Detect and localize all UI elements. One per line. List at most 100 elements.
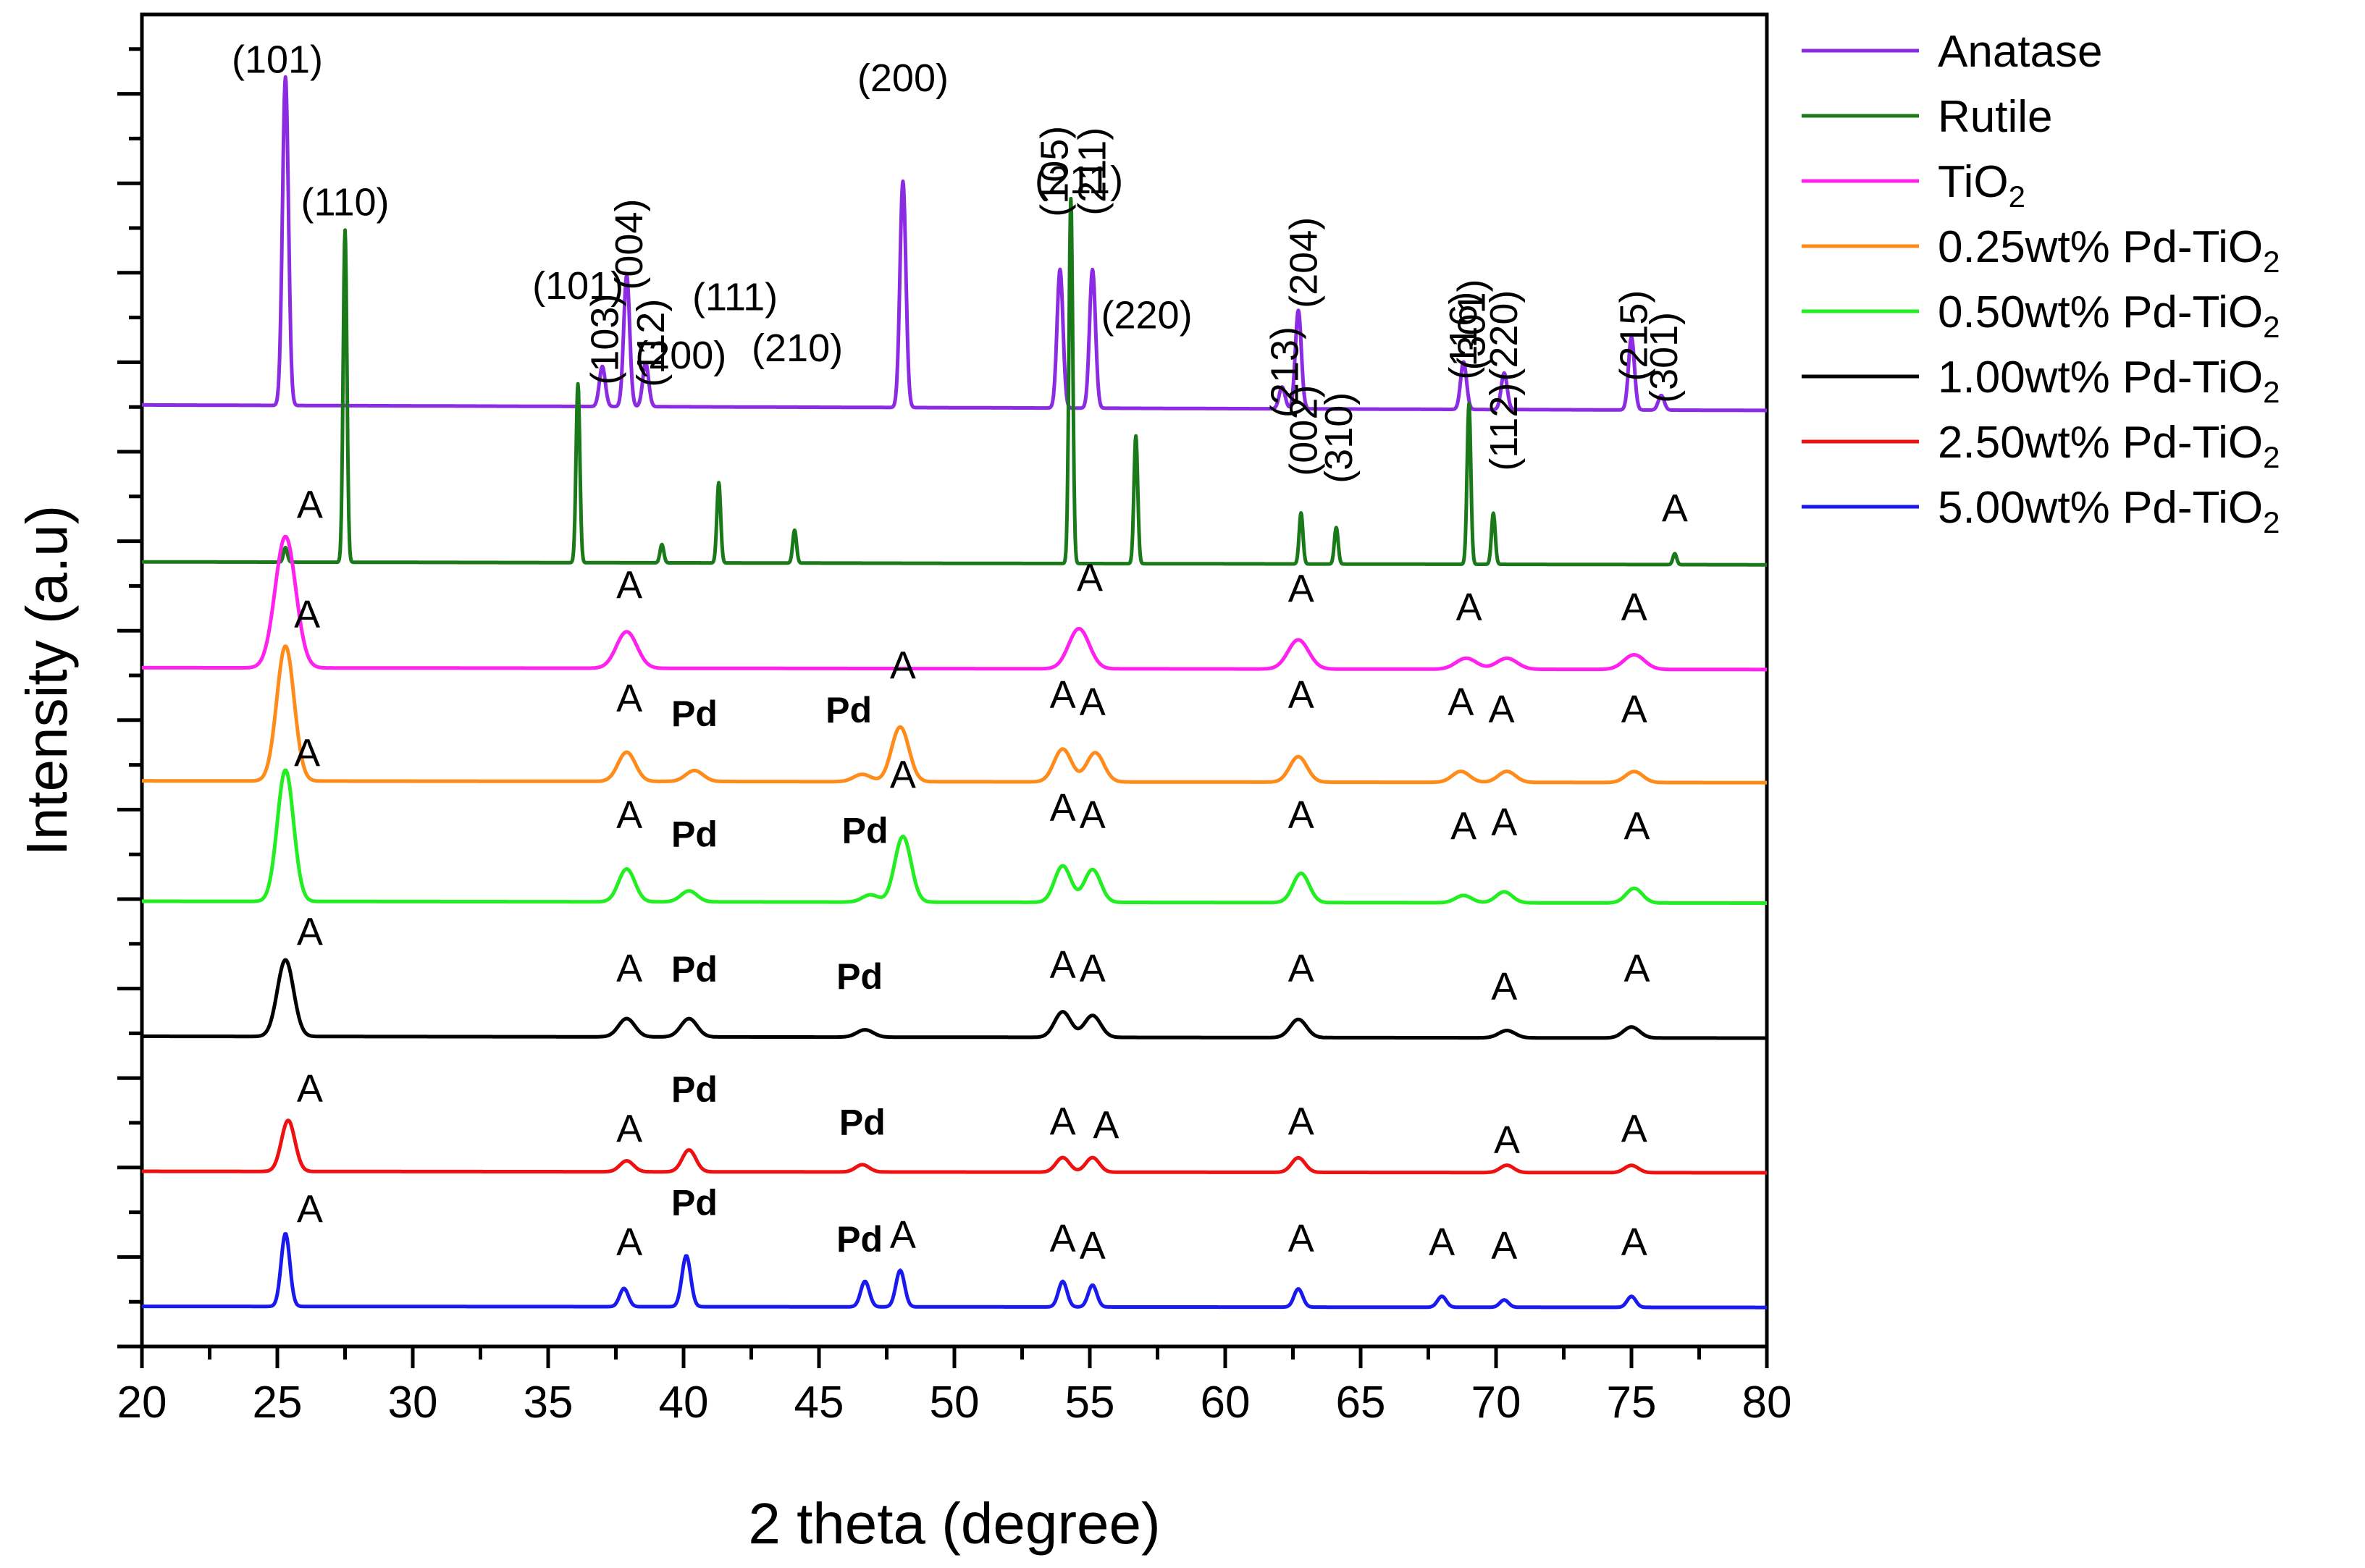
- peak-label: (103): [584, 294, 627, 385]
- x-tick-label: 25: [253, 1378, 303, 1428]
- peak-label: (101): [532, 264, 623, 308]
- series-line: [141, 768, 1768, 905]
- peak-label: A: [1491, 1224, 1517, 1268]
- legend-label: 1.00wt% Pd-TiO2: [1938, 353, 2280, 409]
- peak-label: (301): [1450, 279, 1493, 370]
- peak-label: (220): [1482, 290, 1526, 382]
- legend-label-subscript: 2: [2263, 505, 2280, 539]
- peak-label: A: [1050, 786, 1076, 830]
- peak-label: A: [1621, 586, 1647, 629]
- peak-label: A: [1448, 680, 1474, 724]
- series-line: [141, 958, 1768, 1040]
- peak-label: (215): [1613, 290, 1656, 382]
- peak-label: A: [1050, 1217, 1076, 1260]
- peak-label: A: [1621, 1108, 1647, 1151]
- y-axis-title: Intensity (a.u): [14, 505, 79, 856]
- peak-label: A: [616, 677, 642, 720]
- peak-label: A: [616, 947, 642, 990]
- pd-peak-label: Pd: [839, 1103, 886, 1143]
- x-tick-label: 35: [524, 1378, 574, 1428]
- legend-label-subscript: 2: [2009, 180, 2025, 214]
- series-line: [140, 196, 1768, 567]
- peak-label: (105): [1033, 126, 1076, 217]
- legend-label-subscript: 2: [2263, 310, 2280, 344]
- series-lines: [140, 75, 1768, 1310]
- x-tick-label: 30: [388, 1378, 438, 1428]
- peak-label: (211): [1071, 127, 1114, 216]
- peak-label: (210): [752, 326, 843, 370]
- series-line: [141, 1232, 1768, 1310]
- legend-label-text: 1.00wt% Pd-TiO: [1938, 353, 2263, 402]
- peak-label: A: [1288, 1217, 1314, 1260]
- peak-label: (200): [857, 56, 949, 100]
- peak-label: A: [1080, 793, 1106, 837]
- peak-label: A: [1050, 1100, 1076, 1144]
- x-tick-label: 70: [1471, 1378, 1521, 1428]
- legend-label-subscript: 2: [2263, 375, 2280, 409]
- peak-label: A: [616, 793, 642, 837]
- peak-label: A: [1050, 943, 1076, 987]
- peak-label: A: [1456, 586, 1482, 629]
- peak-label: A: [1288, 673, 1314, 717]
- legend-label-subscript: 2: [2263, 245, 2280, 279]
- pd-peak-label: Pd: [671, 814, 718, 854]
- peak-label: (004): [608, 199, 651, 290]
- peak-label: A: [294, 593, 320, 636]
- legend-label: TiO2: [1938, 157, 2025, 214]
- pd-peak-label: Pd: [842, 810, 889, 851]
- peak-label: A: [1488, 688, 1514, 731]
- peak-label: A: [1288, 947, 1314, 990]
- legend-label-text: TiO: [1938, 157, 2009, 207]
- legend-label-text: 0.50wt% Pd-TiO: [1938, 287, 2263, 337]
- legend-label-text: Anatase: [1938, 27, 2103, 77]
- pd-peak-label: Pd: [671, 1069, 718, 1110]
- peak-label: A: [1491, 965, 1517, 1008]
- x-tick-label: 45: [794, 1378, 844, 1428]
- legend-label-text: 0.25wt% Pd-TiO: [1938, 222, 2263, 272]
- peak-label: (200): [635, 334, 726, 377]
- peak-label: A: [616, 1221, 642, 1264]
- peak-label: A: [1050, 673, 1076, 717]
- pd-peak-label: Pd: [671, 694, 718, 734]
- peak-label: A: [297, 910, 323, 953]
- series-line: [140, 75, 1768, 413]
- peak-label: A: [616, 1108, 642, 1151]
- peak-label: (301): [1642, 312, 1686, 403]
- legend-label: Rutile: [1938, 92, 2053, 142]
- legend-label-text: 5.00wt% Pd-TiO: [1938, 483, 2263, 533]
- peak-label: A: [1288, 793, 1314, 837]
- peak-label: A: [1491, 801, 1517, 844]
- x-tick-label: 55: [1065, 1378, 1115, 1428]
- peak-label: A: [297, 1067, 323, 1110]
- peak-label: A: [1288, 1100, 1314, 1144]
- pd-peak-label: Pd: [836, 1219, 883, 1260]
- peak-label: (310): [1317, 392, 1361, 484]
- peak-label: (101): [232, 38, 323, 82]
- legend-label-subscript: 2: [2263, 440, 2280, 474]
- peak-label: A: [1494, 1118, 1520, 1162]
- x-tick-label: 60: [1201, 1378, 1251, 1428]
- peak-label: A: [297, 484, 323, 527]
- peak-label: (002): [1282, 385, 1325, 476]
- peak-label: A: [1080, 1224, 1106, 1268]
- peak-label: A: [1623, 804, 1650, 848]
- x-tick-label: 20: [117, 1378, 167, 1428]
- series-line: [141, 644, 1768, 785]
- peak-label: (204): [1282, 217, 1325, 308]
- peak-label: (112): [629, 299, 673, 387]
- peak-label: (111): [692, 275, 778, 319]
- x-tick-label: 75: [1607, 1378, 1657, 1428]
- peak-label: A: [1080, 947, 1106, 990]
- y-axis-ticks: [117, 47, 142, 1349]
- peak-label: (220): [1101, 294, 1193, 337]
- peak-label: (211): [1035, 159, 1123, 202]
- peak-labels: (101)(103)(004)(112)(200)(105)(211)(213)…: [232, 38, 1688, 1268]
- pd-peak-label: Pd: [671, 1183, 718, 1223]
- peak-label: A: [1621, 1221, 1647, 1264]
- legend-label: Anatase: [1938, 27, 2103, 77]
- pd-peak-label: Pd: [836, 956, 883, 997]
- peak-label: A: [1450, 804, 1476, 848]
- peak-label: A: [1429, 1221, 1455, 1264]
